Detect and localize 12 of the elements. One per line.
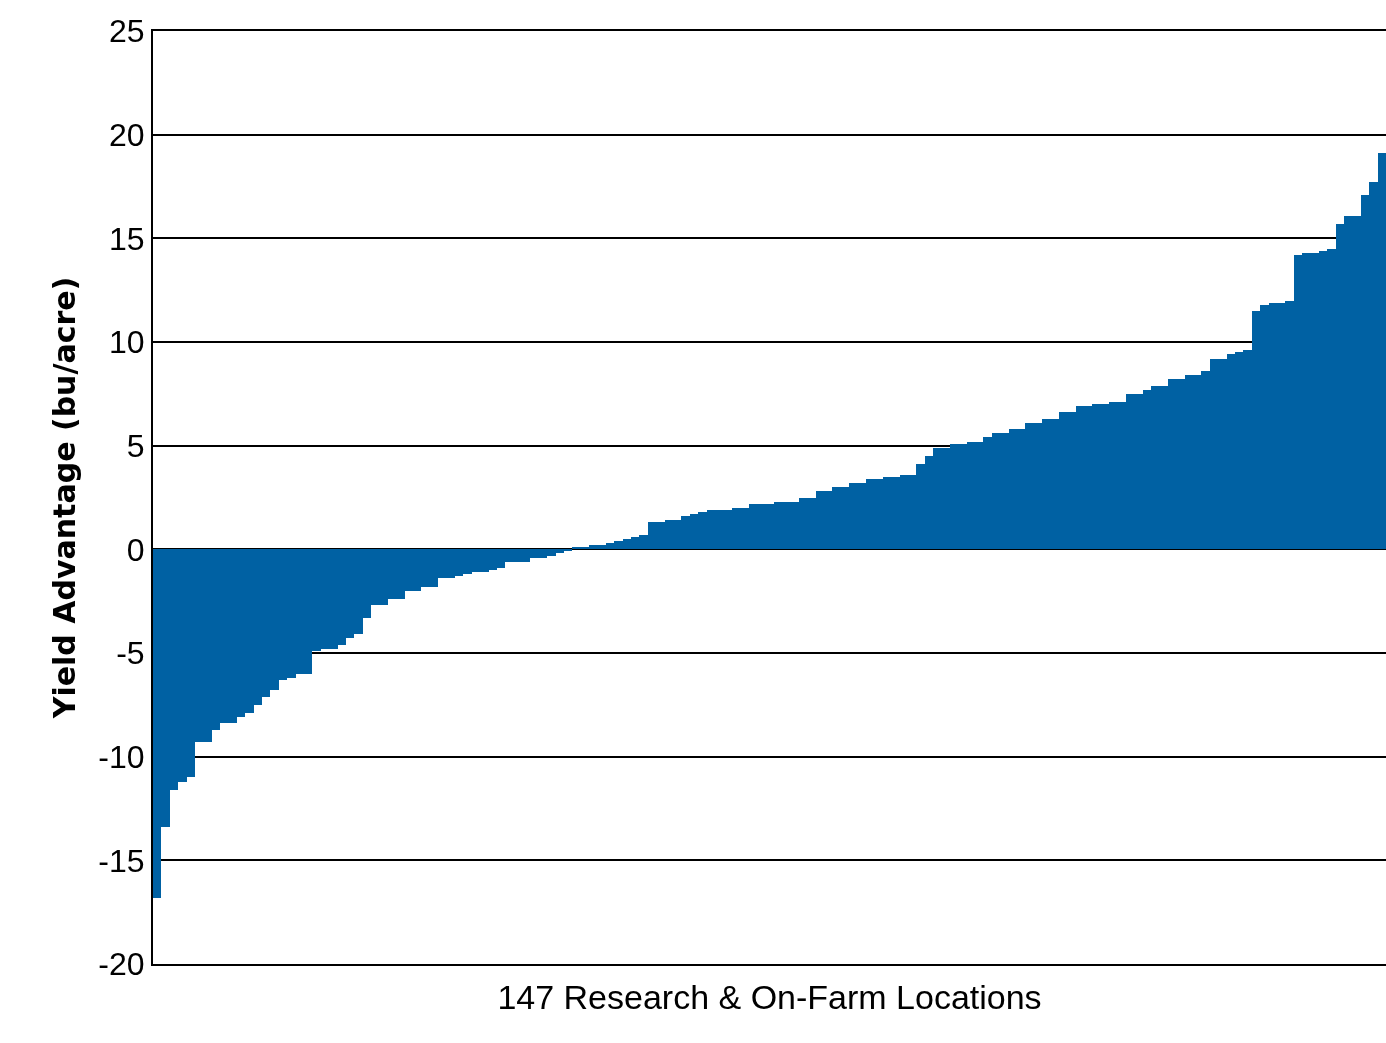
y-tick-label: 15 [109, 220, 145, 257]
y-tick-label: 0 [126, 531, 145, 568]
y-tick-label: -10 [98, 738, 145, 775]
y-tick-label: 10 [109, 324, 145, 361]
y-tick-label: -20 [98, 946, 145, 983]
y-tick-label: -5 [116, 635, 145, 672]
y-tick-label: -15 [98, 842, 145, 879]
y-axis-title: Yield Advantage (bu/acre) [46, 276, 82, 720]
y-tick-label: 25 [109, 13, 145, 50]
y-tick-label: 5 [126, 427, 145, 464]
x-axis-title: 147 Research & On-Farm Locations [497, 977, 1042, 1016]
y-tick-label: 20 [109, 116, 145, 153]
